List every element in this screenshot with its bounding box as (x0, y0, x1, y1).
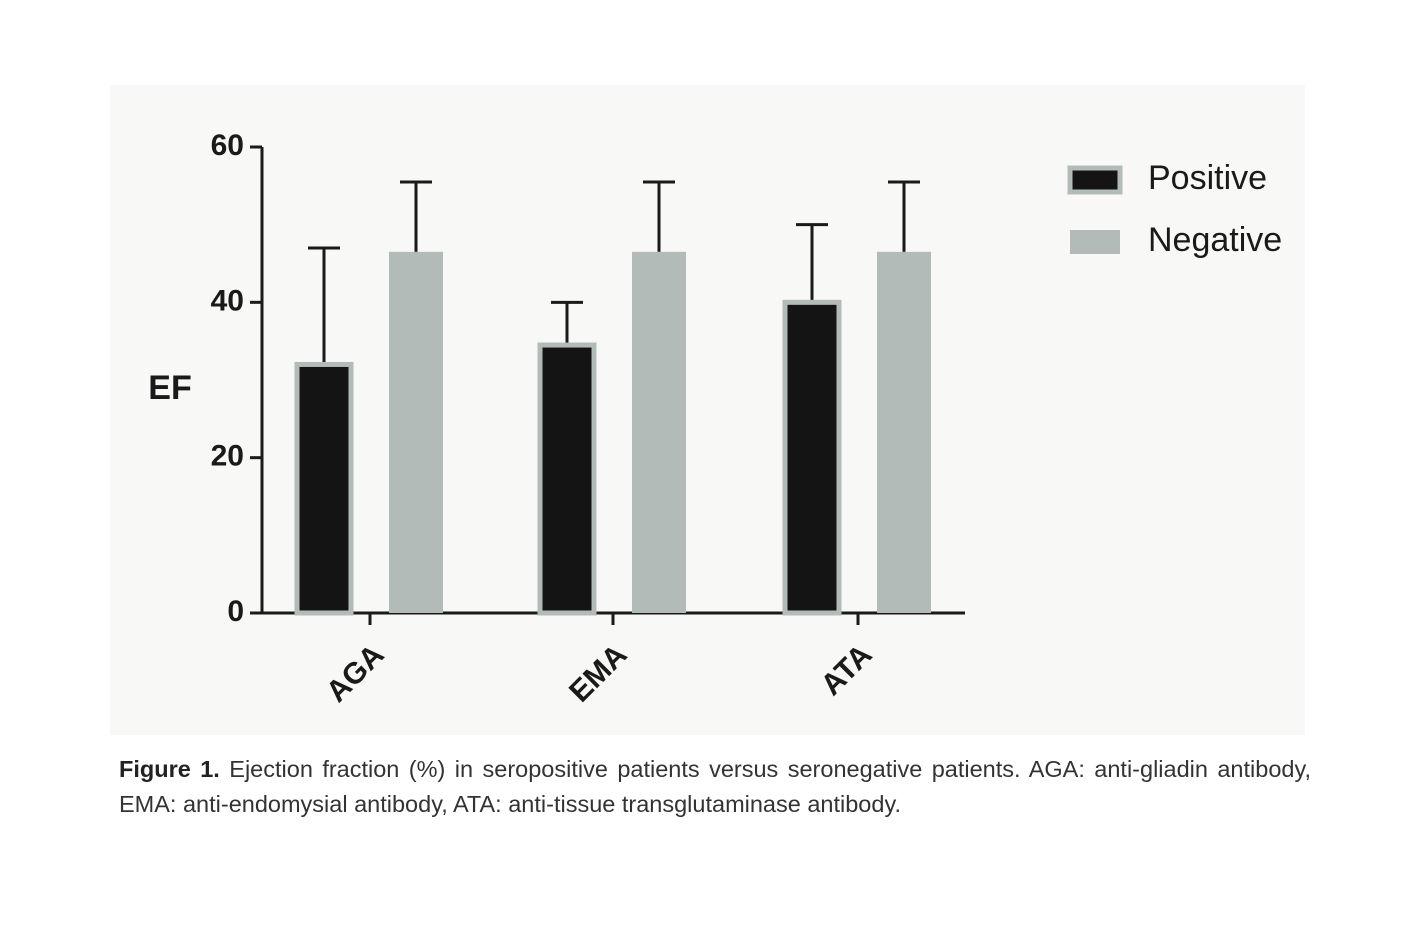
y-tick-label: 0 (227, 595, 244, 628)
y-axis-label: EF (148, 369, 191, 407)
bar (389, 251, 443, 613)
bar (782, 299, 842, 616)
y-tick-label: 40 (211, 284, 244, 317)
bar (294, 361, 354, 616)
caption-text: Ejection fraction (%) in seropositive pa… (119, 756, 1311, 817)
bar (877, 251, 931, 613)
caption-label: Figure 1. (119, 756, 220, 782)
legend-swatch (1070, 230, 1120, 254)
legend-label: Negative (1148, 221, 1282, 259)
legend-swatch (1067, 165, 1123, 195)
y-tick-label: 60 (211, 129, 244, 162)
y-tick-label: 20 (211, 440, 244, 473)
chart-background (110, 85, 1305, 735)
bar (632, 251, 686, 613)
caption: Figure 1. Ejection fraction (%) in serop… (119, 752, 1311, 822)
legend-label: Positive (1148, 159, 1267, 197)
bar (537, 342, 597, 616)
